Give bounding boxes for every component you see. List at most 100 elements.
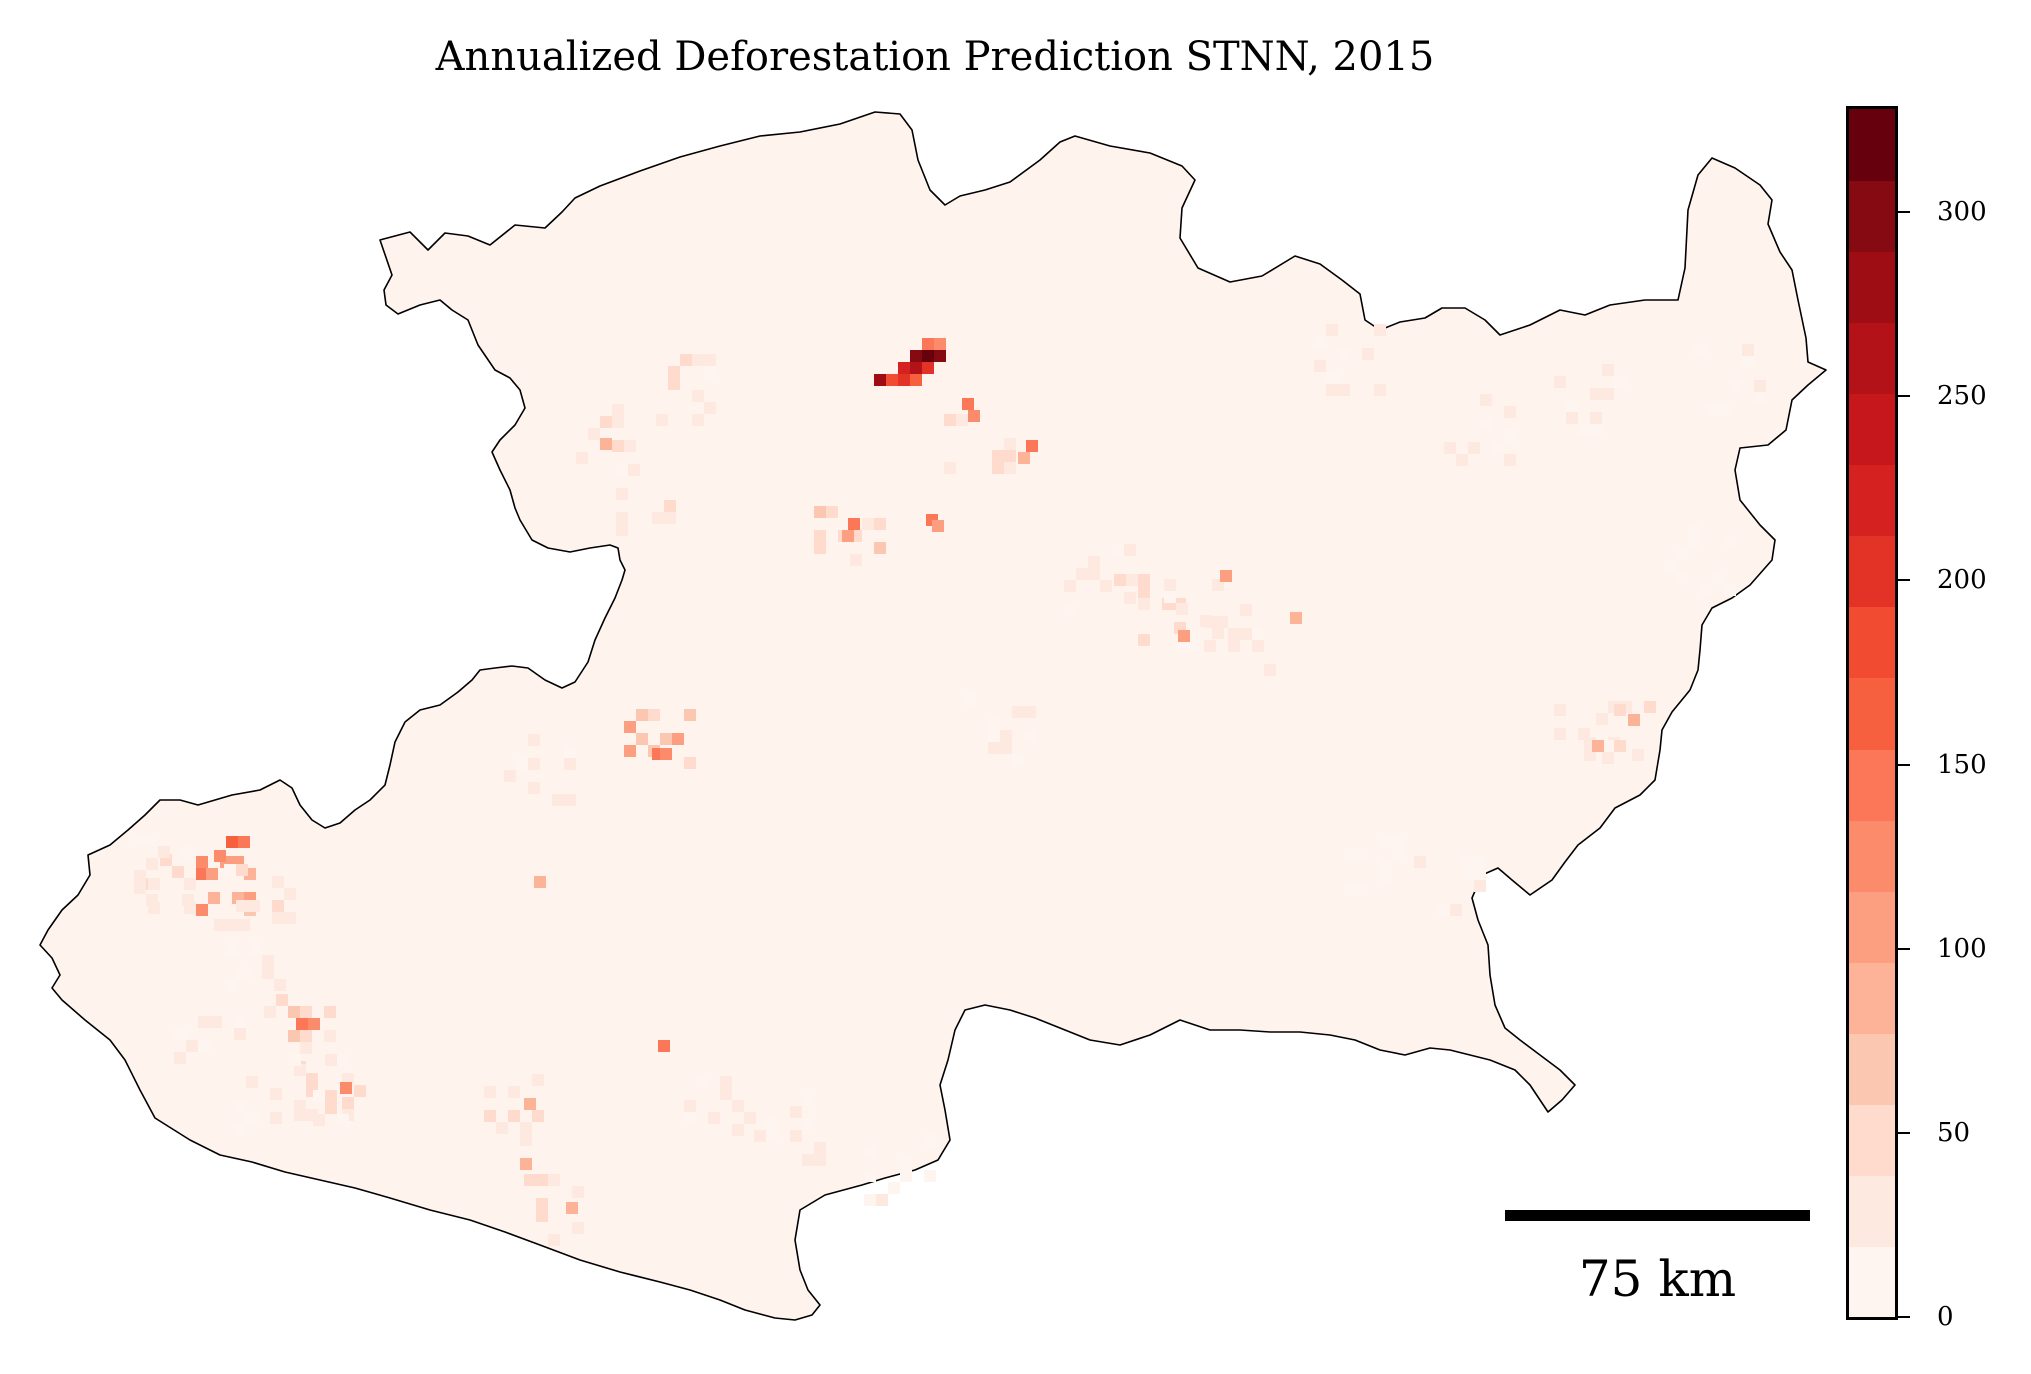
colorbar-band [1849,1245,1895,1317]
heatmap-cell [234,1124,246,1136]
heatmap-cell [246,1112,258,1124]
heatmap-cell [288,1030,300,1042]
heatmap-cell [842,530,854,542]
heatmap-cell [888,1182,900,1194]
heatmap-cell [1000,730,1012,742]
heatmap-cell [1012,706,1024,718]
heatmap-cell [932,520,944,532]
heatmap-cell [1004,438,1016,450]
heatmap-cell [1204,640,1216,652]
heatmap-cell [814,530,826,542]
heatmap-cell [272,912,284,924]
heatmap-cell [288,1006,300,1018]
heatmap-cell [1468,442,1480,454]
heatmap-cell [174,1052,186,1064]
heatmap-cell [1444,442,1456,454]
heatmap-cell [1112,544,1124,556]
heatmap-cell [744,1112,756,1124]
heatmap-cell [1462,868,1474,880]
heatmap-cell [238,967,250,979]
colorbar-band [1849,535,1895,608]
heatmap-cell [484,1110,496,1122]
heatmap-cell [236,900,248,912]
heatmap-cell [536,1210,548,1222]
heatmap-cell [692,390,704,402]
heatmap-cell [564,746,576,758]
heatmap-cell [1290,612,1302,624]
heatmap-cell [1602,752,1614,764]
heatmap-cell [1554,704,1566,716]
heatmap-cell [548,1234,560,1246]
heatmap-cell [308,1018,320,1030]
heatmap-cell [196,856,208,868]
heatmap-cell [1212,627,1224,639]
heatmap-cell [324,1006,336,1018]
heatmap-cell [552,794,564,806]
heatmap-cell [1694,344,1706,356]
heatmap-cell [1314,336,1326,348]
heatmap-cell [1216,616,1228,628]
heatmap-cell [850,554,862,566]
heatmap-cell [588,428,600,440]
heatmap-cell [874,374,886,386]
heatmap-cell [1480,418,1492,430]
heatmap-cell [1124,592,1136,604]
heatmap-cell [1380,872,1392,884]
heatmap-cell [134,834,146,846]
heatmap-cell [814,506,826,518]
heatmap-cell [324,1030,336,1042]
heatmap-cell [238,836,250,848]
heatmap-cell [572,1222,584,1234]
heatmap-cell [616,524,628,536]
heatmap-cell [898,374,910,386]
heatmap-cell [1338,348,1350,360]
heatmap-cell [508,1110,520,1122]
heatmap-cell [1474,856,1486,868]
heatmap-cell [900,1170,912,1182]
colorbar-tick [1898,579,1910,582]
heatmap-cell [1088,568,1100,580]
heatmap-cell [664,512,676,524]
heatmap-cell [636,733,648,745]
heatmap-cell [612,404,624,416]
heatmap-cell [1614,376,1626,388]
heatmap-cell [922,362,934,374]
heatmap-cell [934,350,946,362]
heatmap-cell [1314,360,1326,372]
heatmap-cell [704,354,716,366]
heatmap-cell [325,1090,337,1102]
heatmap-cell [1204,616,1216,628]
heatmap-cell [198,1016,210,1028]
heatmap-cell [250,943,262,955]
heatmap-cell [658,1040,670,1052]
heatmap-cell [1706,404,1718,416]
heatmap-cell [1326,384,1338,396]
colorbar-band [1849,961,1895,1034]
heatmap-cell [720,1088,732,1100]
colorbar [1846,106,1898,1320]
heatmap-cell [616,464,628,476]
heatmap-cell [766,1130,778,1142]
heatmap-cell [944,414,956,426]
heatmap-cell [1602,740,1614,752]
heatmap-cell [886,374,898,386]
heatmap-cell [172,866,184,878]
colorbar-band [1849,606,1895,679]
heatmap-cell [289,1054,301,1066]
heatmap-cell [196,868,208,880]
heatmap-cell [1380,860,1392,872]
heatmap-cell [1676,548,1688,560]
heatmap-cell [1688,524,1700,536]
heatmap-cell [1176,603,1188,615]
heatmap-cell [956,414,968,426]
heatmap-cell [210,1016,222,1028]
heatmap-cell [1504,454,1516,466]
colorbar-band [1849,393,1895,466]
deforestation-cells [134,324,1766,1246]
heatmap-cell [1018,452,1030,464]
heatmap-cell [684,709,696,721]
heatmap-cell [1380,836,1392,848]
heatmap-cell [1228,640,1240,652]
heatmap-cell [1178,630,1190,642]
heatmap-cell [1076,568,1088,580]
